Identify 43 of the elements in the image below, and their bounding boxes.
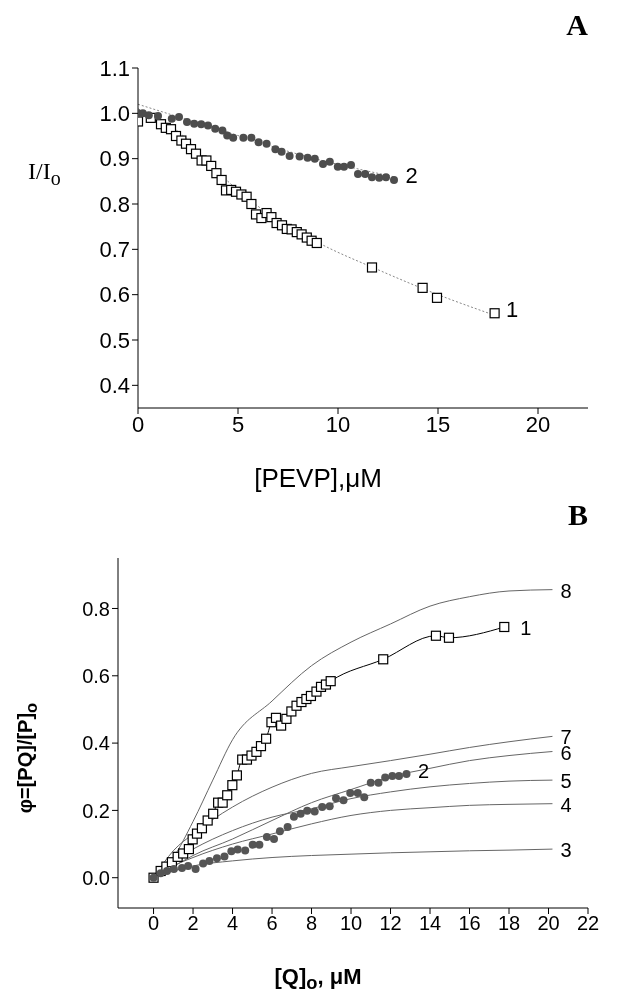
x-tick-label: 0 [131,411,145,437]
y-tick-label: 0.0 [82,866,110,889]
y-tick-label: 0.4 [99,373,130,399]
x-tick-label: 4 [226,912,239,935]
y-tick-label: 0.6 [82,664,110,687]
series-label: 5 [560,770,572,793]
x-tick-label: 22 [576,912,600,935]
x-tick-label: 20 [537,912,560,935]
series-label: 3 [560,839,572,862]
series-label: 8 [560,579,572,602]
x-tick-label: 2 [187,912,199,935]
x-axis-title: [PEVP],μM [253,463,383,494]
x-tick-label: 8 [305,912,318,935]
x-tick-label: 10 [325,411,351,437]
x-tick-label: 14 [418,912,442,935]
chart-title: A [566,8,588,42]
series-label: 1 [520,616,532,639]
series-label: 2 [405,163,418,189]
x-tick-label: 16 [458,912,481,935]
y-tick-label: 0.8 [82,597,110,620]
y-tick-label: 1.1 [99,55,130,81]
y-tick-label: 0.8 [99,191,130,217]
y-tick-label: 1.0 [99,101,130,127]
x-axis-title: [Q]$_{o}$, μM [273,963,363,994]
x-tick-label: 6 [266,912,278,935]
x-tick-label: 5 [231,411,245,437]
series-label: 4 [560,793,572,816]
x-tick-label: 12 [379,912,402,935]
y-tick-label: 0.2 [82,799,110,822]
y-tick-label: 0.4 [82,732,110,755]
y-tick-label: 0.7 [99,237,130,263]
x-tick-label: 20 [525,411,551,437]
y-tick-label: 0.9 [99,146,130,172]
series-label: 1 [506,296,519,322]
y-tick-label: 0.6 [99,282,130,308]
chart-title: B [567,498,588,532]
x-tick-label: 15 [425,411,451,437]
series-label: 2 [418,759,430,782]
y-tick-label: 0.5 [99,327,130,353]
x-tick-label: 18 [497,912,521,935]
x-tick-label: 0 [147,912,160,935]
x-tick-label: 10 [339,912,363,935]
y-axis-title: I/I$_{o}$ [28,158,61,190]
